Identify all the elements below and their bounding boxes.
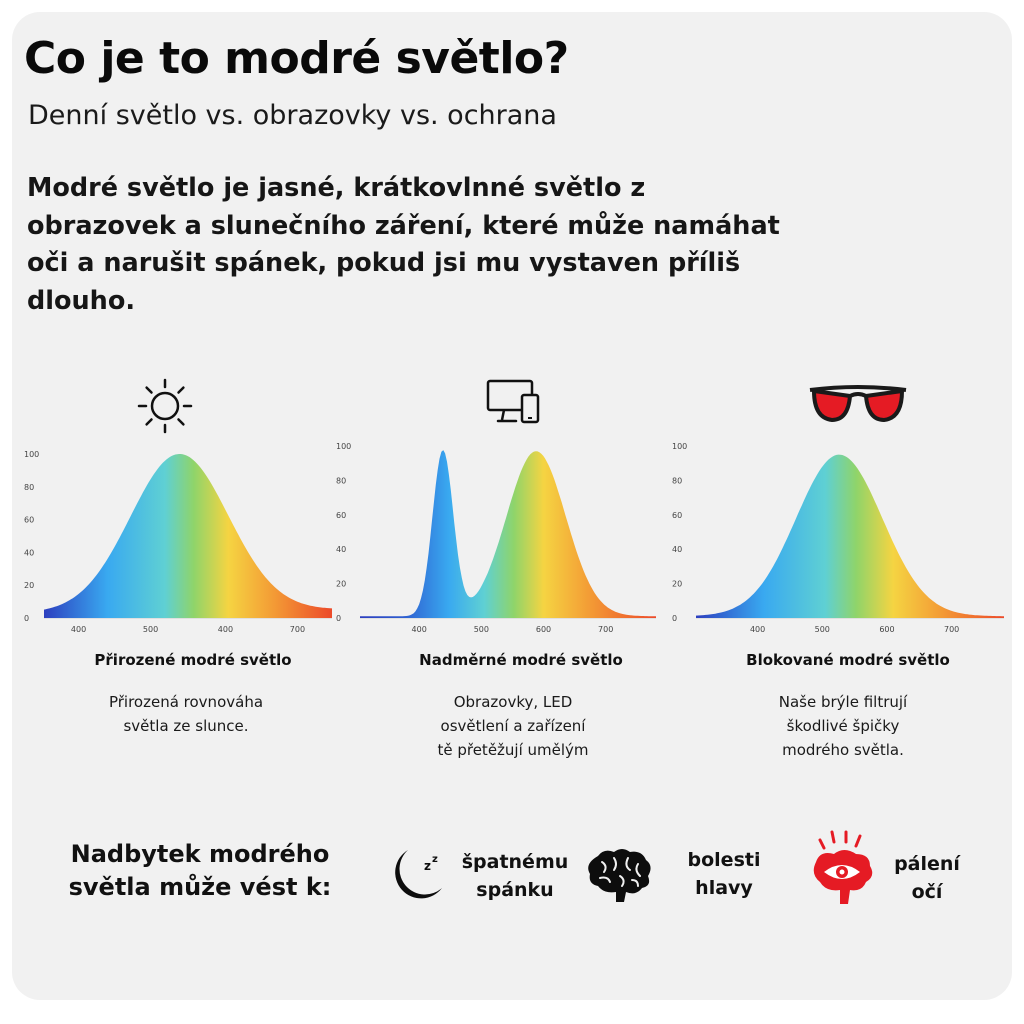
x-tick-label: 400 xyxy=(750,625,765,634)
brain-icon xyxy=(584,846,654,910)
x-tick-label: 500 xyxy=(474,625,489,634)
burning-eye-icon xyxy=(806,828,878,916)
y-tick-label: 80 xyxy=(672,476,682,485)
x-tick-label: 500 xyxy=(815,625,830,634)
panel-desc-blocked: Naše brýle filtrují škodlivé špičky modréh… xyxy=(778,693,908,759)
spectrum-area xyxy=(44,454,332,618)
y-tick-label: 40 xyxy=(336,545,346,554)
panel-desc-excess: Obrazovky, LED osvětlení a zařízení tě pře… xyxy=(437,693,589,759)
y-tick-label: 60 xyxy=(336,511,346,520)
y-tick-label: 20 xyxy=(672,580,682,589)
y-tick-label: 0 xyxy=(24,614,29,623)
spectrum-area xyxy=(696,454,1004,618)
moon-sleep-icon: z z xyxy=(386,844,448,910)
x-tick-label: 400 xyxy=(71,625,86,634)
x-tick-label: 600 xyxy=(879,625,894,634)
y-tick-label: 60 xyxy=(24,516,34,525)
page-subtitle: Denní světlo vs. obrazovky vs. ochrana xyxy=(28,100,557,131)
svg-text:z: z xyxy=(432,854,438,865)
page-title: Co je to modré světlo? xyxy=(24,33,569,84)
monitor-phone-icon xyxy=(486,378,542,432)
chart-blocked-light: 0 20 40 60 80 100 400 500 600 700 xyxy=(668,432,1008,646)
spectrum-svg: 0 20 40 60 80 100 400 500 400 700 xyxy=(24,450,332,634)
svg-text:z: z xyxy=(424,859,431,873)
chart-excess-light: 0 20 40 60 80 100 400 500 600 700 xyxy=(332,432,658,646)
effect-label-eye-burn: pálení očí xyxy=(894,853,960,903)
effects-lead: Nadbytek modrého světla může vést k: xyxy=(68,840,332,901)
y-tick-label: 60 xyxy=(672,511,682,520)
spectrum-area xyxy=(360,450,656,618)
spectrum-svg: 0 20 40 60 80 100 400 500 600 700 xyxy=(672,442,1004,634)
y-tick-label: 0 xyxy=(672,614,677,623)
y-tick-label: 80 xyxy=(24,483,34,492)
effect-label-sleep: špatnému spánku xyxy=(461,851,569,901)
effect-label-headache: bolesti hlavy xyxy=(687,849,761,899)
red-glasses-icon xyxy=(808,382,908,430)
panel-title-natural: Přirozené modré světlo xyxy=(94,651,292,669)
y-tick-label: 40 xyxy=(24,548,34,557)
y-tick-label: 20 xyxy=(24,581,34,590)
y-tick-label: 100 xyxy=(672,442,687,451)
y-tick-label: 40 xyxy=(672,545,682,554)
chart-natural-light: 0 20 40 60 80 100 400 500 400 700 xyxy=(20,440,336,646)
x-tick-label: 700 xyxy=(944,625,959,634)
x-tick-label: 700 xyxy=(290,625,305,634)
y-tick-label: 100 xyxy=(24,450,39,459)
x-tick-label: 400 xyxy=(412,625,427,634)
sun-icon xyxy=(137,378,193,438)
y-tick-label: 0 xyxy=(336,614,341,623)
spectrum-svg: 0 20 40 60 80 100 400 500 600 700 xyxy=(336,442,656,634)
panel-desc-natural: Přirozená rovnováha světla ze slunce. xyxy=(108,693,264,735)
intro-text: Modré světlo je jasné, krátkovlnné světl… xyxy=(27,173,780,316)
y-tick-label: 100 xyxy=(336,442,351,451)
y-tick-label: 80 xyxy=(336,476,346,485)
panel-title-excess: Nadměrné modré světlo xyxy=(419,651,623,669)
x-tick-label: 600 xyxy=(536,625,551,634)
panel-title-blocked: Blokované modré světlo xyxy=(746,651,950,669)
y-tick-label: 20 xyxy=(336,580,346,589)
x-tick-label: 500 xyxy=(143,625,158,634)
x-tick-label: 700 xyxy=(598,625,613,634)
x-tick-label: 400 xyxy=(218,625,233,634)
